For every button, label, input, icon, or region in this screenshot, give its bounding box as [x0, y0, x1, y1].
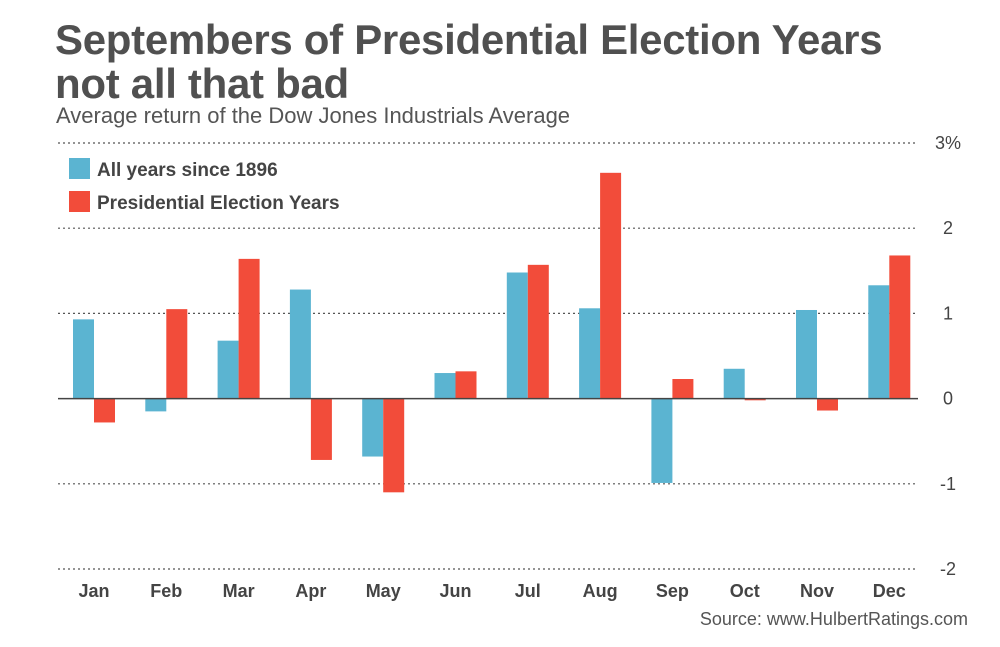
chart-subtitle: Average return of the Dow Jones Industri…	[56, 103, 571, 128]
bar-all-years	[73, 319, 94, 399]
chart-title: Septembers of Presidential Election Year…	[55, 16, 883, 107]
x-tick-label: Mar	[223, 581, 255, 601]
bar-election-years	[672, 379, 694, 399]
bar-all-years	[579, 308, 601, 399]
bar-election-years	[527, 264, 549, 399]
x-tick-label: Aug	[583, 581, 618, 601]
axis-labels: 3% 2 1 0 -1 -2 Jan Feb Mar Apr May Jun Jul Aug Sep Oct N…	[78, 133, 961, 601]
bar-all-years	[434, 373, 456, 399]
x-tick-label: Jul	[515, 581, 541, 601]
y-tick-label: 0	[943, 389, 953, 409]
x-tick-label: Apr	[295, 581, 326, 601]
bar-election-years	[383, 398, 405, 493]
x-tick-label: Nov	[800, 581, 834, 601]
bar-all-years	[289, 289, 311, 399]
bar-all-years	[796, 309, 817, 399]
y-tick-label: -2	[940, 559, 956, 579]
bar-all-years	[651, 398, 673, 483]
bar-all-years	[217, 340, 239, 399]
legend-swatch	[69, 158, 90, 179]
source-note: Source: www.HulbertRatings.com	[699, 609, 968, 629]
bar-election-years	[744, 398, 766, 401]
x-tick-label: Feb	[150, 581, 182, 601]
bar-election-years	[238, 258, 260, 399]
bar-all-years	[145, 398, 167, 412]
chart-title-line1: Septembers of Presidential Election Year…	[55, 16, 883, 63]
x-tick-label: May	[366, 581, 401, 601]
bar-all-years	[723, 368, 745, 399]
bar-election-years	[889, 255, 911, 399]
x-tick-label: Jun	[439, 581, 471, 601]
y-tick-label: 2	[943, 218, 953, 238]
bar-election-years	[600, 172, 622, 399]
y-tick-label: -1	[940, 474, 956, 494]
x-tick-label: Dec	[873, 581, 906, 601]
y-tick-label: 1	[943, 303, 953, 323]
bar-election-years	[455, 371, 477, 399]
x-tick-label: Oct	[730, 581, 760, 601]
legend: All years since 1896 Presidential Electio…	[69, 158, 340, 214]
bars	[73, 172, 911, 493]
x-tick-label: Sep	[656, 581, 689, 601]
bar-all-years	[362, 398, 384, 457]
legend-label: All years since 1896	[97, 160, 278, 181]
bar-election-years	[94, 398, 115, 423]
legend-label: Presidential Election Years	[97, 193, 340, 214]
bar-all-years	[868, 285, 890, 399]
bar-all-years	[506, 272, 528, 399]
bar-election-years	[817, 398, 838, 411]
x-tick-label: Jan	[78, 581, 109, 601]
y-tick-label: 3%	[935, 133, 961, 153]
chart-title-line2: not all that bad	[55, 60, 349, 107]
bar-election-years	[310, 398, 332, 460]
bar-election-years	[166, 309, 188, 399]
gridlines	[58, 142, 918, 570]
legend-swatch	[69, 191, 90, 212]
